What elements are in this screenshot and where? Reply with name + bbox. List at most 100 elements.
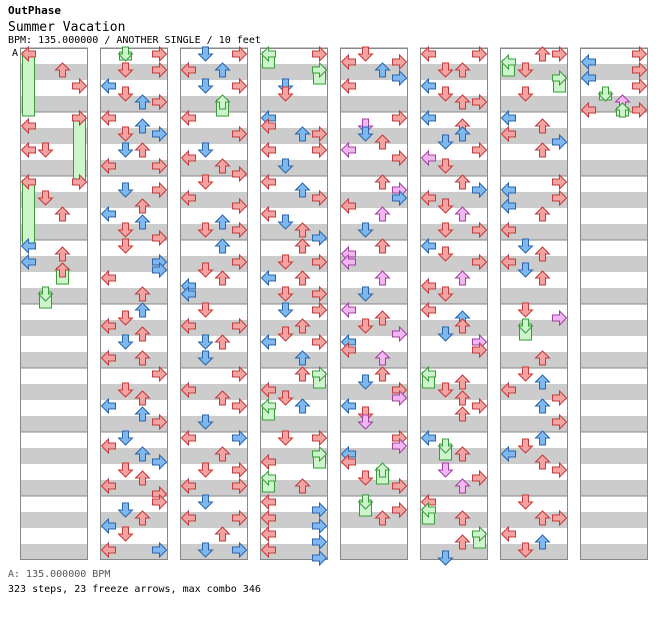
step-arrow-left: [180, 509, 196, 527]
beat-band: [500, 352, 568, 368]
step-arrow-left: [260, 525, 276, 543]
beat-band: [100, 384, 168, 400]
beat-band: [580, 192, 648, 208]
step-arrow-right: [312, 125, 328, 143]
step-arrow-up: [134, 406, 151, 422]
step-arrow-left: [100, 269, 116, 287]
step-arrow-up: [134, 198, 151, 214]
beat-band: [420, 544, 488, 560]
step-arrow-left: [340, 341, 356, 359]
step-arrow-left: [420, 109, 436, 127]
step-arrow-left: [500, 221, 516, 239]
step-arrow-left: [100, 77, 116, 95]
beat-band: [180, 544, 248, 560]
beat-band: [500, 384, 568, 400]
beat-band: [180, 64, 248, 80]
beat-band: [180, 96, 248, 112]
step-arrow-left: [260, 45, 276, 63]
beat-band: [20, 320, 88, 336]
step-arrow-right: [232, 221, 248, 239]
step-arrow-right: [232, 197, 248, 215]
step-arrow-down: [197, 350, 214, 366]
step-arrow-up: [134, 390, 151, 406]
step-arrow-right: [152, 541, 168, 559]
beat-band: [20, 512, 88, 528]
step-arrow-right: [232, 429, 248, 447]
step-arrow-left: [100, 109, 116, 127]
step-arrow-down: [277, 430, 294, 446]
step-arrow-right: [472, 181, 488, 199]
step-arrow-left: [260, 509, 276, 527]
step-arrow-left: [180, 61, 196, 79]
beat-band: [20, 384, 88, 400]
step-arrow-right: [472, 221, 488, 239]
column-frame: [20, 48, 88, 560]
app-name: OutPhase: [8, 4, 61, 17]
step-arrow-up: [294, 398, 311, 414]
step-arrow-down: [117, 526, 134, 542]
step-arrow-down: [437, 222, 454, 238]
step-arrow-right: [152, 493, 168, 511]
step-arrow-right: [312, 365, 328, 383]
beat-band: [100, 256, 168, 272]
step-arrow-right: [312, 141, 328, 159]
step-arrow-left: [180, 189, 196, 207]
step-arrow-right: [152, 61, 168, 79]
step-arrow-left: [100, 317, 116, 335]
beat-band: [580, 512, 648, 528]
step-arrow-left: [20, 45, 36, 63]
step-arrow-up: [454, 62, 471, 78]
bpm-marker: A: [12, 48, 19, 59]
beat-band: [20, 160, 88, 176]
step-arrow-right: [312, 501, 328, 519]
step-arrow-down: [197, 262, 214, 278]
beat-band: [340, 224, 408, 240]
step-arrow-up: [534, 350, 551, 366]
step-arrow-right: [392, 69, 408, 87]
step-arrow-left: [500, 381, 516, 399]
step-arrow-up: [454, 374, 471, 390]
beat-band: [580, 256, 648, 272]
step-arrow-up: [134, 94, 151, 110]
step-arrow-down: [517, 494, 534, 510]
step-arrow-right: [552, 133, 568, 151]
beat-band: [260, 128, 328, 144]
step-arrow-left: [260, 453, 276, 471]
step-arrow-left: [100, 397, 116, 415]
step-arrow-up: [134, 350, 151, 366]
step-arrow-up: [134, 470, 151, 486]
step-arrow-up: [454, 206, 471, 222]
step-arrow-right: [392, 325, 408, 343]
step-arrow-down: [517, 62, 534, 78]
beat-band: [260, 224, 328, 240]
beat-band: [100, 192, 168, 208]
step-arrow-down: [277, 326, 294, 342]
step-arrow-left: [180, 477, 196, 495]
beat-band: [580, 448, 648, 464]
step-arrow-down: [517, 318, 534, 334]
beat-band: [100, 288, 168, 304]
beat-band: [20, 192, 88, 208]
step-arrow-right: [632, 101, 648, 119]
step-arrow-right: [312, 61, 328, 79]
beat-band: [580, 416, 648, 432]
beat-band: [580, 384, 648, 400]
step-arrow-down: [277, 254, 294, 270]
beat-band: [340, 512, 408, 528]
step-arrow-up: [214, 526, 231, 542]
step-arrow-left: [420, 429, 436, 447]
beat-band: [100, 224, 168, 240]
step-arrow-up: [134, 118, 151, 134]
step-arrow-down: [197, 174, 214, 190]
step-arrow-left: [500, 125, 516, 143]
step-arrow-right: [72, 109, 88, 127]
step-arrow-right: [472, 93, 488, 111]
step-arrow-up: [214, 238, 231, 254]
step-arrow-down: [437, 134, 454, 150]
step-arrow-up: [454, 270, 471, 286]
beat-band: [580, 320, 648, 336]
step-arrow-down: [437, 246, 454, 262]
step-arrow-left: [420, 301, 436, 319]
step-arrow-right: [232, 125, 248, 143]
step-arrow-up: [534, 142, 551, 158]
